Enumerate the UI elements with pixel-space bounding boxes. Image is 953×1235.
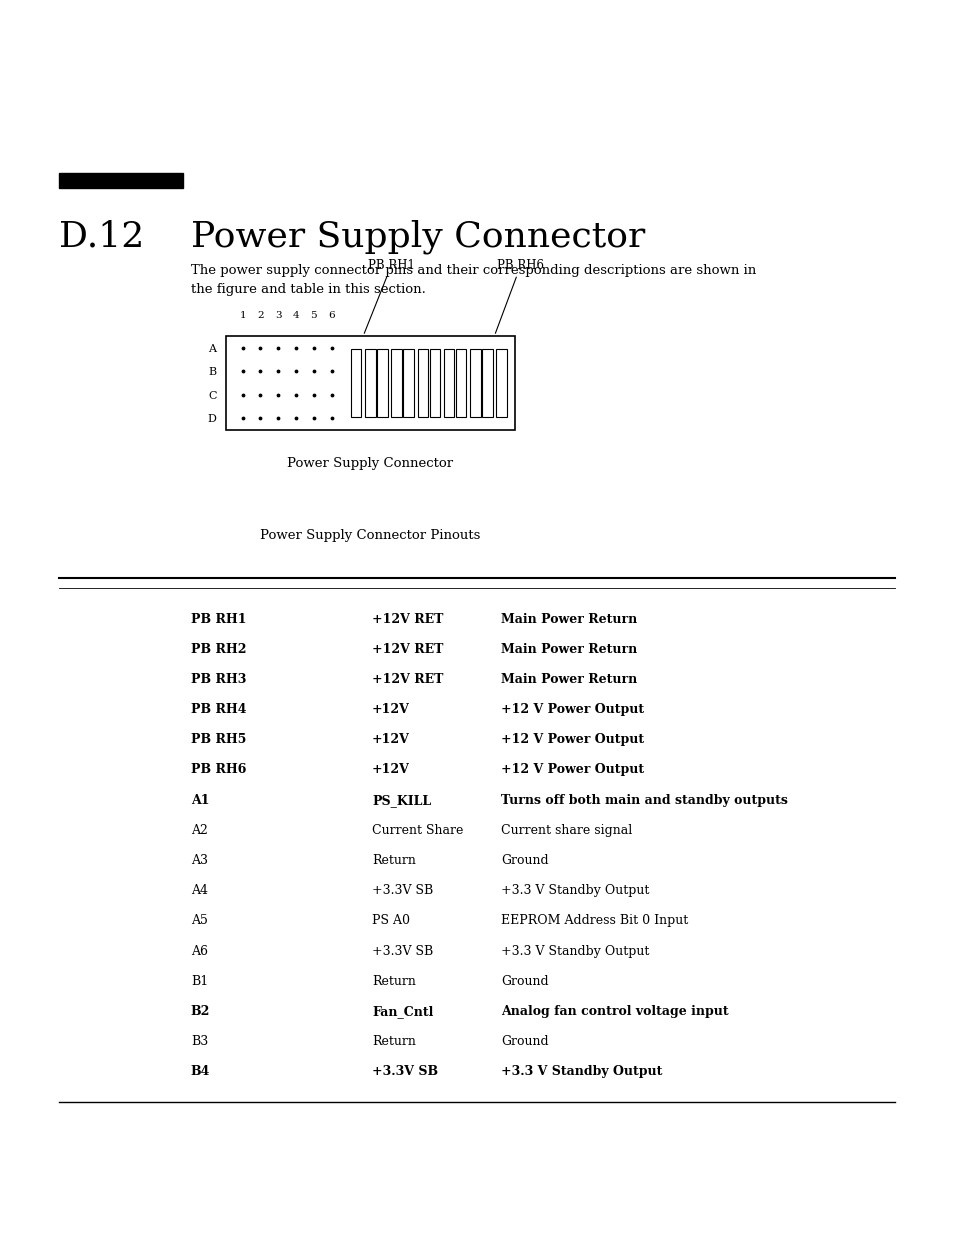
Text: 6: 6 xyxy=(328,311,335,320)
Text: Fan_Cntl: Fan_Cntl xyxy=(372,1005,433,1018)
Text: +12V: +12V xyxy=(372,763,410,777)
Text: Ground: Ground xyxy=(500,855,548,867)
Bar xyxy=(456,350,466,416)
Text: B3: B3 xyxy=(191,1035,208,1049)
Text: Return: Return xyxy=(372,1035,416,1049)
Bar xyxy=(429,350,439,416)
Text: D.12: D.12 xyxy=(59,220,144,254)
Text: 2: 2 xyxy=(257,311,263,320)
Text: PS A0: PS A0 xyxy=(372,914,410,927)
Text: Power Supply Connector Pinouts: Power Supply Connector Pinouts xyxy=(259,529,480,542)
Text: Current share signal: Current share signal xyxy=(500,824,632,837)
Bar xyxy=(59,173,183,188)
Bar xyxy=(365,350,375,416)
Text: Power Supply Connector: Power Supply Connector xyxy=(191,220,644,254)
Text: PB RH4: PB RH4 xyxy=(191,703,246,716)
Text: 5: 5 xyxy=(311,311,316,320)
Text: 1: 1 xyxy=(239,311,246,320)
Bar xyxy=(496,350,506,416)
Text: +3.3V SB: +3.3V SB xyxy=(372,945,433,957)
Text: Ground: Ground xyxy=(500,974,548,988)
Text: +12V RET: +12V RET xyxy=(372,613,443,626)
Text: A2: A2 xyxy=(191,824,208,837)
Text: 3: 3 xyxy=(274,311,281,320)
Bar xyxy=(376,350,387,416)
Text: B2: B2 xyxy=(191,1005,210,1018)
Text: PB RH1: PB RH1 xyxy=(191,613,246,626)
Text: Main Power Return: Main Power Return xyxy=(500,673,637,685)
Text: PB RH6: PB RH6 xyxy=(495,258,544,333)
Bar xyxy=(470,350,480,416)
Text: Current Share: Current Share xyxy=(372,824,463,837)
Text: B1: B1 xyxy=(191,974,208,988)
Text: Power Supply Connector: Power Supply Connector xyxy=(287,457,453,471)
Bar xyxy=(391,350,401,416)
Text: +12V RET: +12V RET xyxy=(372,642,443,656)
Text: PS_KILL: PS_KILL xyxy=(372,794,431,806)
Text: PB RH2: PB RH2 xyxy=(191,642,246,656)
Text: A1: A1 xyxy=(191,794,209,806)
Text: PB RH1: PB RH1 xyxy=(364,258,415,333)
Text: B4: B4 xyxy=(191,1066,210,1078)
Text: Main Power Return: Main Power Return xyxy=(500,642,637,656)
Text: PB RH3: PB RH3 xyxy=(191,673,246,685)
Text: Turns off both main and standby outputs: Turns off both main and standby outputs xyxy=(500,794,787,806)
Bar xyxy=(417,350,428,416)
Text: +3.3V SB: +3.3V SB xyxy=(372,1066,437,1078)
Bar xyxy=(481,350,492,416)
Text: Return: Return xyxy=(372,855,416,867)
Text: Return: Return xyxy=(372,974,416,988)
Text: 4: 4 xyxy=(293,311,299,320)
Text: PB RH6: PB RH6 xyxy=(191,763,246,777)
Text: A4: A4 xyxy=(191,884,208,897)
Text: D: D xyxy=(208,414,216,424)
Text: +12 V Power Output: +12 V Power Output xyxy=(500,763,643,777)
Text: Main Power Return: Main Power Return xyxy=(500,613,637,626)
Bar xyxy=(443,350,454,416)
Text: B: B xyxy=(208,367,216,377)
Bar xyxy=(226,336,515,430)
Text: Ground: Ground xyxy=(500,1035,548,1049)
Text: C: C xyxy=(208,390,216,400)
Text: +12V: +12V xyxy=(372,703,410,716)
Text: A3: A3 xyxy=(191,855,208,867)
Bar xyxy=(403,350,414,416)
Bar xyxy=(351,350,361,416)
Text: Analog fan control voltage input: Analog fan control voltage input xyxy=(500,1005,728,1018)
Text: +12V RET: +12V RET xyxy=(372,673,443,685)
Text: +3.3 V Standby Output: +3.3 V Standby Output xyxy=(500,1066,661,1078)
Text: The power supply connector pins and their corresponding descriptions are shown i: The power supply connector pins and thei… xyxy=(191,264,756,296)
Text: +3.3 V Standby Output: +3.3 V Standby Output xyxy=(500,884,649,897)
Text: A: A xyxy=(209,343,216,353)
Text: +3.3V SB: +3.3V SB xyxy=(372,884,433,897)
Text: PB RH5: PB RH5 xyxy=(191,734,246,746)
Text: +3.3 V Standby Output: +3.3 V Standby Output xyxy=(500,945,649,957)
Text: A6: A6 xyxy=(191,945,208,957)
Text: EEPROM Address Bit 0 Input: EEPROM Address Bit 0 Input xyxy=(500,914,687,927)
Text: +12 V Power Output: +12 V Power Output xyxy=(500,734,643,746)
Text: A5: A5 xyxy=(191,914,208,927)
Text: +12 V Power Output: +12 V Power Output xyxy=(500,703,643,716)
Text: +12V: +12V xyxy=(372,734,410,746)
